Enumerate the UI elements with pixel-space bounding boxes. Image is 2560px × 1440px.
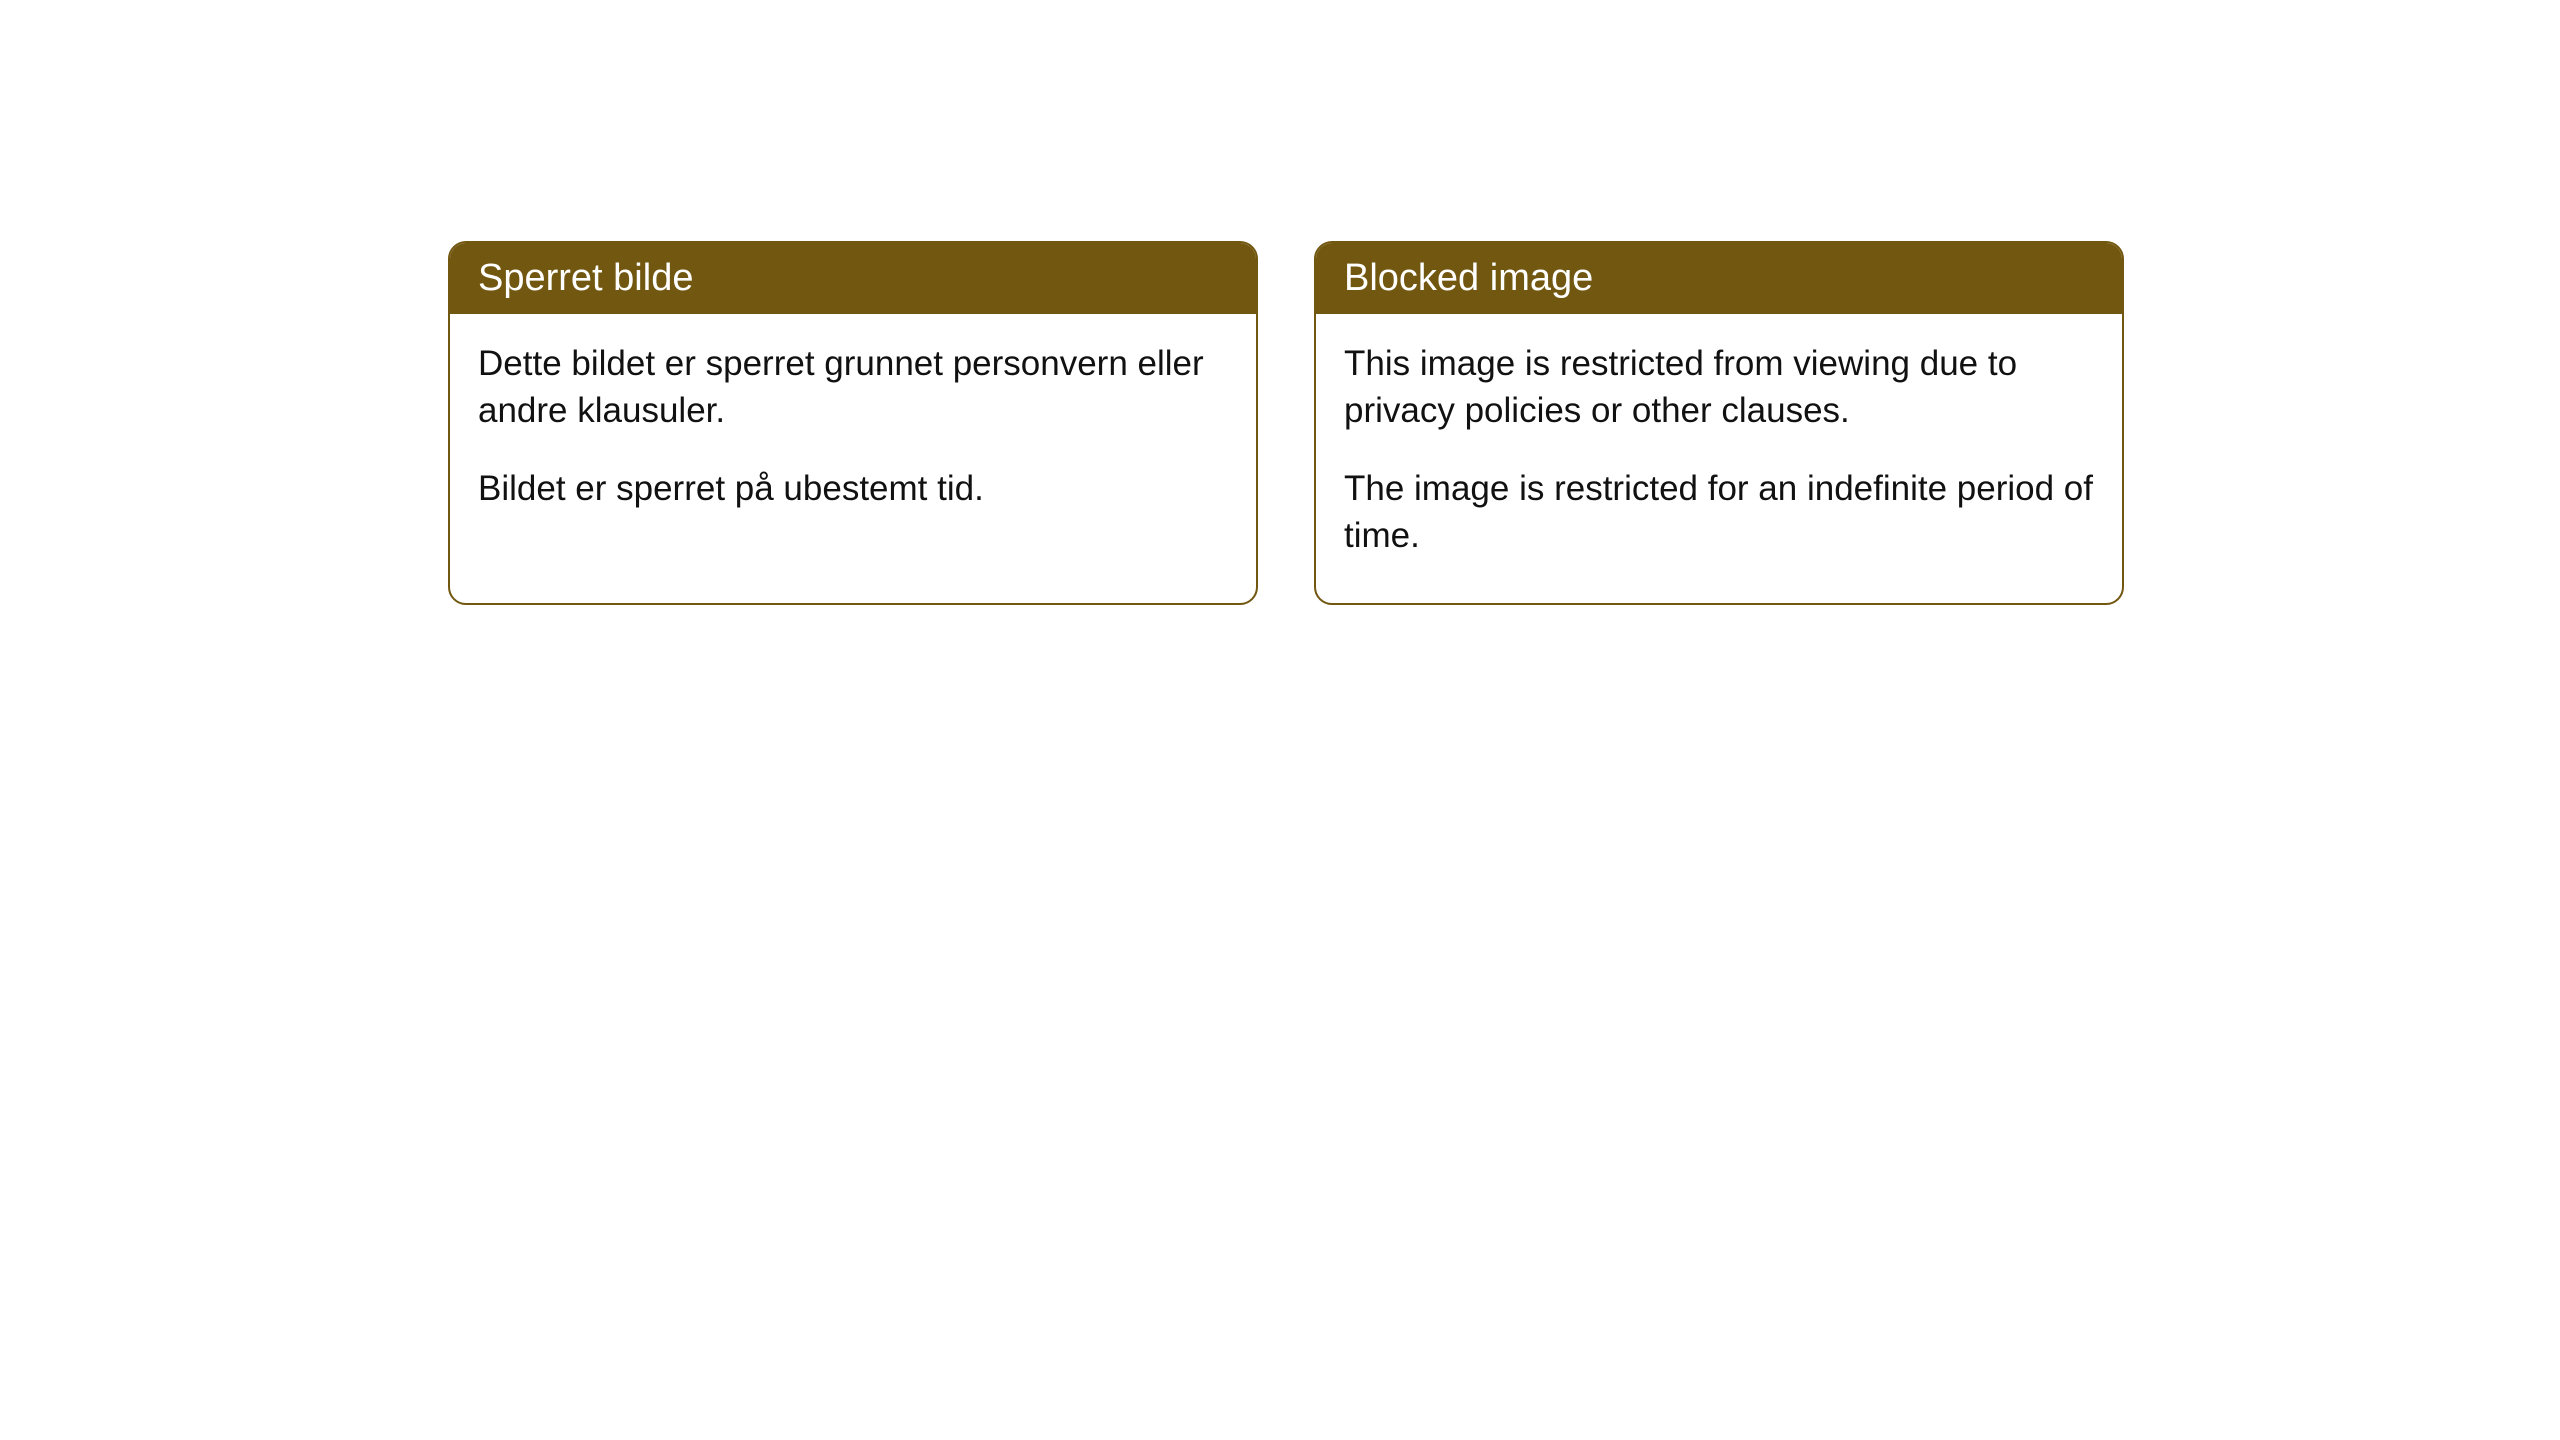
blocked-image-card-en: Blocked image This image is restricted f… xyxy=(1314,241,2124,605)
card-paragraph: The image is restricted for an indefinit… xyxy=(1344,465,2094,560)
card-title: Blocked image xyxy=(1344,257,1593,299)
card-paragraph: This image is restricted from viewing du… xyxy=(1344,340,2094,435)
card-body: This image is restricted from viewing du… xyxy=(1316,314,2122,603)
card-paragraph: Bildet er sperret på ubestemt tid. xyxy=(478,465,1228,512)
card-body: Dette bildet er sperret grunnet personve… xyxy=(450,314,1256,556)
blocked-image-card-nb: Sperret bilde Dette bildet er sperret gr… xyxy=(448,241,1258,605)
card-paragraph: Dette bildet er sperret grunnet personve… xyxy=(478,340,1228,435)
card-header: Blocked image xyxy=(1316,243,2122,314)
card-title: Sperret bilde xyxy=(478,257,693,299)
card-header: Sperret bilde xyxy=(450,243,1256,314)
notice-cards-container: Sperret bilde Dette bildet er sperret gr… xyxy=(448,241,2124,605)
